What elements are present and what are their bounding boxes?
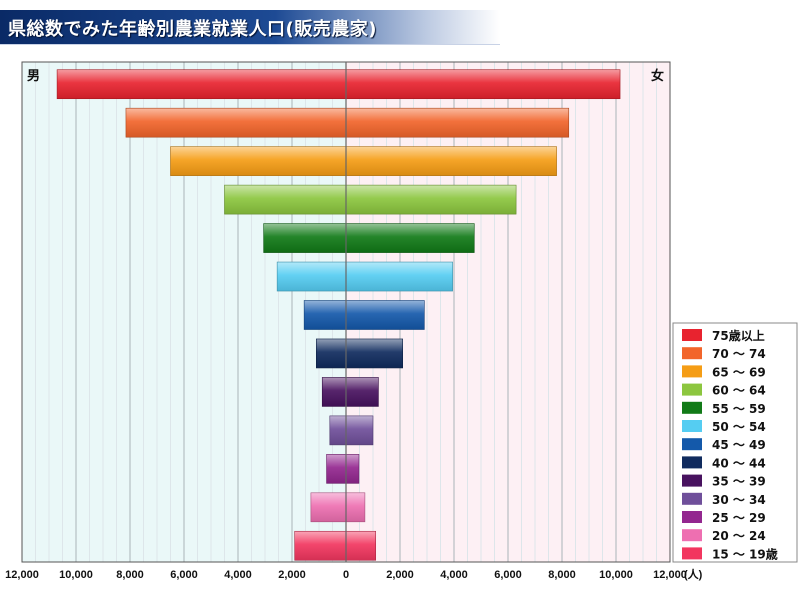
female-bar — [345, 492, 366, 523]
legend-label: 75歳以上 — [712, 328, 765, 343]
male-label: 男 — [27, 69, 40, 84]
male-bar — [294, 530, 347, 561]
x-tick-label: 8,000 — [548, 569, 576, 581]
chart-title: 県総数でみた年齢別農業就業人口(販売農家) — [8, 19, 377, 40]
x-tick-label: 10,000 — [599, 569, 633, 581]
male-bar — [56, 69, 347, 100]
legend-label: 60 ～ 64 — [712, 384, 766, 398]
legend-swatch — [682, 529, 702, 542]
legend-label: 20 ～ 24 — [712, 529, 766, 543]
legend-swatch — [682, 492, 702, 505]
x-tick-label: 6,000 — [494, 569, 522, 581]
female-bar — [345, 338, 404, 369]
legend-label: 35 ～ 39 — [712, 475, 766, 489]
male-bar — [310, 492, 347, 523]
female-label: 女 — [651, 68, 664, 84]
female-bar — [345, 377, 379, 407]
x-tick-label: 2,000 — [386, 569, 414, 581]
legend-label: 55 ～ 59 — [712, 402, 766, 416]
legend-swatch — [682, 420, 702, 432]
male-bar — [329, 415, 347, 446]
legend-swatch — [682, 329, 702, 341]
legend-swatch — [682, 347, 702, 360]
male-bar — [276, 261, 347, 292]
x-tick-label: 0 — [343, 569, 349, 581]
legend-label: 40 ～ 44 — [712, 456, 766, 470]
male-bar — [224, 184, 347, 215]
male-bar — [315, 338, 347, 369]
female-bar — [345, 261, 453, 292]
x-tick-label: 12,000 — [653, 569, 687, 581]
male-bar — [125, 107, 347, 138]
x-tick-label: 12,000 — [5, 569, 39, 581]
male-bar — [303, 300, 347, 330]
female-bar — [345, 69, 621, 100]
legend-swatch — [682, 474, 702, 487]
legend-swatch — [682, 438, 702, 451]
x-unit-label: (人) — [684, 567, 703, 581]
male-bar — [321, 377, 347, 407]
male-bar — [170, 146, 347, 176]
x-tick-label: 8,000 — [116, 569, 144, 581]
x-tick-label: 10,000 — [59, 569, 93, 581]
x-tick-label: 4,000 — [440, 569, 468, 581]
x-tick-label: 4,000 — [224, 569, 252, 581]
legend-label: 65 ～ 69 — [712, 365, 766, 379]
legend: 75歳以上 70 ～ 74 65 ～ 69 60 ～ 64 55 ～ 59 50 ～ 54… — [672, 322, 798, 563]
legend-swatch — [682, 511, 702, 523]
legend-label: 50 ～ 54 — [712, 420, 766, 434]
female-bar — [345, 415, 374, 446]
female-bar — [345, 530, 377, 561]
legend-swatch — [682, 365, 702, 378]
legend-label: 15 ～ 19歳 — [712, 546, 778, 561]
female-bar — [345, 223, 475, 253]
legend-label: 30 ～ 34 — [712, 493, 766, 507]
legend-swatch — [682, 547, 702, 560]
female-bar — [345, 300, 425, 330]
title-bar: 県総数でみた年齢別農業就業人口(販売農家) — [0, 10, 500, 45]
female-bar — [345, 146, 557, 176]
male-bar — [326, 454, 347, 484]
legend-label: 70 ～ 74 — [712, 347, 766, 361]
x-tick-label: 2,000 — [278, 569, 306, 581]
male-bar — [263, 223, 347, 253]
legend-swatch — [682, 383, 702, 396]
x-tick-label: 6,000 — [170, 569, 198, 581]
female-bar — [345, 107, 570, 138]
female-bar — [345, 454, 360, 484]
legend-label: 25 ～ 29 — [712, 511, 766, 525]
legend-swatch — [682, 401, 702, 414]
legend-swatch — [682, 456, 702, 469]
female-bar — [345, 184, 517, 215]
legend-label: 45 ～ 49 — [712, 438, 766, 452]
